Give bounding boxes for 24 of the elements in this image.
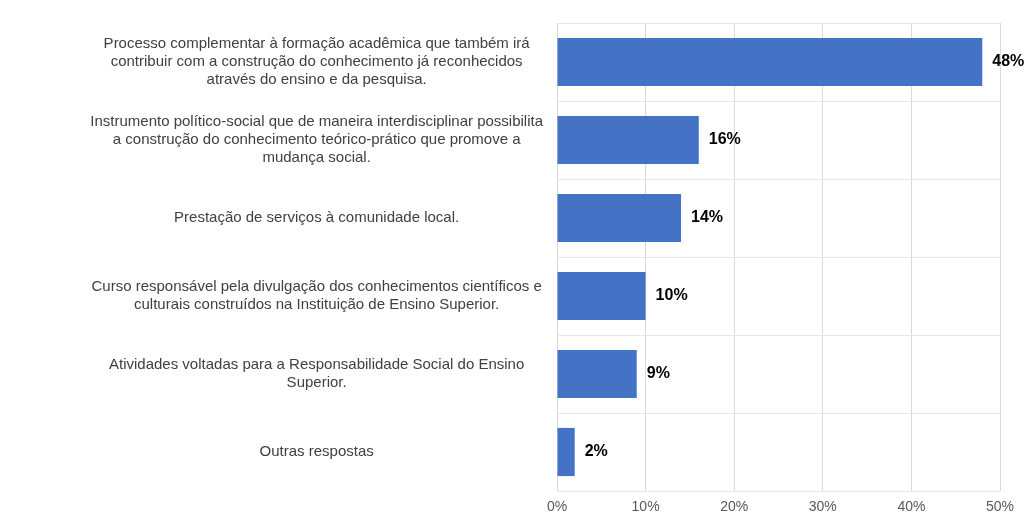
y-tick-label: Instrumento político-social que de maneira interdisciplinar possibilita a construção do conhecimento teórico-prático que promove a mudança social. <box>90 112 544 166</box>
data-label: 48% <box>992 52 1024 70</box>
data-label: 14% <box>691 208 724 226</box>
y-tick-label: Processo complementar à formação acadêmica que também irá contribuir com a construção do conhecimento já reconhecidos através do ensino e da pesquisa. <box>103 34 531 88</box>
bar <box>557 115 699 165</box>
x-tick-label: 10% <box>631 498 660 515</box>
x-tick-label: 30% <box>808 498 837 515</box>
bar <box>557 427 575 477</box>
data-label: 2% <box>584 442 608 460</box>
x-tick-label: 50% <box>985 498 1015 515</box>
y-tick-label: Curso responsável pela divulgação dos conhecimentos científicos e culturais construídos na Instituição de Ensino Superior. <box>91 277 542 313</box>
bar <box>557 271 646 321</box>
bar <box>557 193 682 243</box>
data-label: 10% <box>655 286 688 304</box>
y-tick-label: Atividades voltadas para a Responsabilidade Social do Ensino Superior. <box>109 355 525 391</box>
y-tick-label: Prestação de serviços à comunidade local. <box>174 208 460 226</box>
x-tick-label: 20% <box>720 498 749 515</box>
y-tick-label: Outras respostas <box>259 442 374 460</box>
bar <box>557 37 983 87</box>
x-tick-label: 0% <box>546 498 568 515</box>
bar <box>557 349 637 399</box>
data-label: 9% <box>646 364 670 382</box>
x-tick-label: 40% <box>897 498 926 515</box>
data-label: 16% <box>708 130 741 148</box>
